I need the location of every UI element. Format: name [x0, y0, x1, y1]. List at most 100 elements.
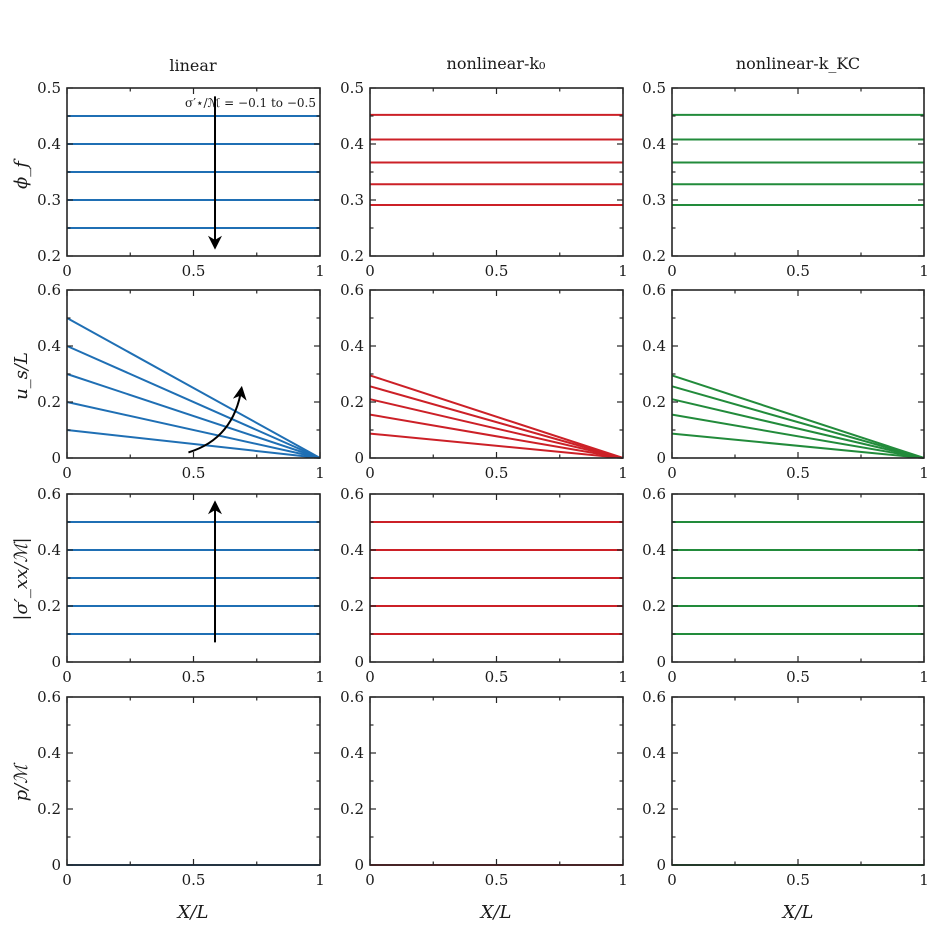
xtick-label: 1 — [919, 871, 929, 889]
xtick-label: 0 — [365, 871, 375, 889]
xtick-label: 0 — [62, 262, 72, 280]
ytick-label: 0.4 — [340, 744, 364, 762]
xtick-label: 1 — [618, 262, 628, 280]
series-line-us-linear-1 — [66, 429, 321, 459]
xlabel-col-nonlinear-k0: X/L — [479, 902, 512, 923]
ytick-label: 0.4 — [642, 337, 666, 355]
column-title-nonlinear-k0: nonlinear-k₀ — [447, 54, 546, 73]
xtick-label: 0.5 — [485, 464, 509, 482]
ytick-label: 0.6 — [642, 485, 666, 503]
axes-box-us-k0 — [369, 289, 624, 459]
xtick-label: 0.5 — [786, 464, 810, 482]
axes-box-us-linear — [66, 289, 321, 459]
panel-phi-k0: 0.2 0.3 0.4 0.5 0 0.5 1 — [340, 79, 628, 280]
xtick-label: 1 — [919, 668, 929, 686]
ytick-label: 0 — [656, 856, 666, 874]
ytick-label: 0.2 — [642, 800, 666, 818]
ytick-label: 0.2 — [340, 393, 364, 411]
ytick-label: 0.2 — [340, 247, 364, 265]
ytick-label: 0.4 — [37, 541, 61, 559]
column-title-linear: linear — [169, 56, 217, 75]
xtick-label: 0.5 — [182, 871, 206, 889]
annotation-sigma-range: σ′⋆/ℳ = −0.1 to −0.5 — [185, 96, 316, 110]
ylabel-us-over-l: u_s/L — [11, 352, 32, 400]
axes-box-p-linear — [66, 696, 321, 866]
xtick-label: 0 — [365, 262, 375, 280]
ytick-label: 0.4 — [340, 135, 364, 153]
ytick-label: 0.6 — [340, 281, 364, 299]
series-line-us-k0-1 — [369, 432, 624, 459]
series-line-us-kKC-2 — [671, 413, 925, 459]
series-line-us-linear-2 — [66, 401, 321, 459]
panel-p-k0: 0 0.2 0.4 0.6 0 0.5 1 — [340, 688, 628, 889]
series-line-us-linear-4 — [66, 345, 321, 459]
ytick-label: 0.5 — [340, 79, 364, 97]
panel-p-linear: 0 0.2 0.4 0.6 0 0.5 1 — [37, 688, 325, 889]
ytick-label: 0.3 — [642, 191, 666, 209]
xtick-label: 1 — [618, 464, 628, 482]
xtick-label: 0.5 — [182, 668, 206, 686]
ytick-label: 0 — [656, 449, 666, 467]
ytick-label: 0.2 — [340, 597, 364, 615]
ytick-label: 0.6 — [340, 485, 364, 503]
xtick-label: 1 — [919, 262, 929, 280]
xtick-label: 0 — [365, 464, 375, 482]
ytick-label: 0 — [51, 449, 61, 467]
ytick-label: 0.6 — [37, 485, 61, 503]
ylabel-p-over-m: p/ℳ — [11, 762, 32, 802]
ytick-label: 0.5 — [37, 79, 61, 97]
series-line-us-k0-3 — [369, 398, 624, 459]
ytick-label: 0.2 — [642, 247, 666, 265]
column-title-nonlinear-kkc: nonlinear-k_KC — [736, 54, 860, 73]
series-line-us-k0-5 — [369, 374, 624, 459]
xtick-label: 0 — [667, 668, 677, 686]
panels: 0.2 0.3 0.4 0.5 0 0.5 1 0.2 0.3 0.4 0.5 0 0.5 1 0.2 0.3… — [37, 79, 929, 889]
xtick-label: 0 — [667, 871, 677, 889]
xlabel-col-linear: X/L — [176, 902, 209, 923]
axes-box-p-kKC — [671, 696, 925, 866]
ytick-label: 0.2 — [37, 393, 61, 411]
series-line-us-kKC-3 — [671, 398, 925, 459]
series-line-us-k0-2 — [369, 413, 624, 459]
ytick-label: 0 — [354, 449, 364, 467]
xtick-label: 0.5 — [182, 262, 206, 280]
xtick-label: 0 — [62, 668, 72, 686]
ytick-label: 0.6 — [340, 688, 364, 706]
trend-arrow-2 — [188, 385, 247, 454]
panel-phi-kKC: 0.2 0.3 0.4 0.5 0 0.5 1 — [642, 79, 929, 280]
panel-sigma-linear: 0 0.2 0.4 0.6 0 0.5 1 — [37, 485, 325, 686]
xtick-label: 0.5 — [786, 668, 810, 686]
ytick-label: 0 — [354, 856, 364, 874]
xtick-label: 0.5 — [485, 668, 509, 686]
xlabel-col-nonlinear-kkc: X/L — [781, 902, 814, 923]
series-line-us-linear-3 — [66, 373, 321, 459]
xtick-label: 0.5 — [485, 871, 509, 889]
ytick-label: 0.6 — [37, 688, 61, 706]
ytick-label: 0.2 — [37, 597, 61, 615]
ytick-label: 0.4 — [37, 744, 61, 762]
xtick-label: 1 — [315, 464, 325, 482]
ytick-label: 0.2 — [340, 800, 364, 818]
series-line-us-linear-5 — [66, 317, 321, 459]
ytick-label: 0.4 — [340, 337, 364, 355]
ytick-label: 0.2 — [642, 597, 666, 615]
xtick-label: 1 — [315, 262, 325, 280]
ytick-label: 0.4 — [37, 135, 61, 153]
panel-sigma-k0: 0 0.2 0.4 0.6 0 0.5 1 — [340, 485, 628, 686]
ytick-label: 0.3 — [340, 191, 364, 209]
ytick-label: 0.4 — [642, 135, 666, 153]
ytick-label: 0.5 — [642, 79, 666, 97]
xtick-label: 0 — [667, 262, 677, 280]
ytick-label: 0.2 — [37, 247, 61, 265]
series-line-us-kKC-4 — [671, 385, 925, 459]
series-line-us-kKC-1 — [671, 432, 925, 459]
axes-box-phi-kKC — [671, 87, 925, 257]
axes-box-p-k0 — [369, 696, 624, 866]
axes-box-phi-k0 — [369, 87, 624, 257]
xtick-label: 1 — [618, 668, 628, 686]
panel-phi-linear: 0.2 0.3 0.4 0.5 0 0.5 1 — [37, 79, 325, 280]
xtick-label: 0 — [62, 464, 72, 482]
xtick-label: 1 — [315, 668, 325, 686]
xtick-label: 0.5 — [786, 262, 810, 280]
